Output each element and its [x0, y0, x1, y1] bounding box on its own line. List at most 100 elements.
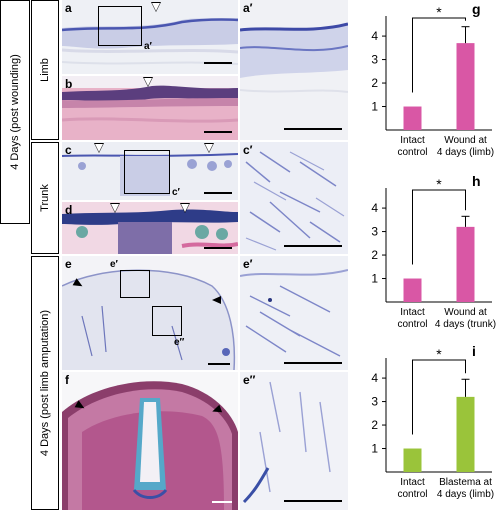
significance-marker: * — [436, 346, 442, 362]
bar — [456, 43, 475, 131]
chart-i: i 1 2 3 4 Intact control Blastema at 4 days (lim… — [352, 342, 502, 513]
panel-label-b: b — [65, 77, 73, 91]
significance-marker: * — [436, 4, 442, 20]
x-category-label: Intact — [400, 307, 425, 318]
chart-h: h 1 2 3 4 Intact control Wound at 4 days (trunk)… — [352, 172, 502, 342]
bar — [456, 226, 475, 302]
scale-bar-a — [204, 62, 232, 64]
y-tick-label: 3 — [371, 53, 378, 67]
y-tick-label: 1 — [371, 272, 378, 286]
chart-panel-label: g — [472, 1, 481, 17]
arrowhead-d-right-inner — [181, 204, 189, 212]
arrowhead-b-inner — [144, 78, 152, 86]
label-4-days-post-wounding: 4 Days (post wounding) — [0, 0, 30, 224]
micrograph-panel-e: e e′ e″ — [62, 256, 238, 370]
x-category-label: Wound at — [444, 307, 487, 318]
bar — [456, 396, 475, 472]
x-category-label: 4 days (trunk) — [435, 319, 496, 330]
inset-box-c — [124, 150, 170, 194]
panel-label-e: e — [65, 257, 72, 271]
micrograph-panel-b: b — [62, 76, 238, 140]
micrograph-panel-a-prime: a′ — [240, 0, 348, 140]
x-category-label: Intact — [400, 135, 425, 146]
micrograph-panel-f: f — [62, 372, 238, 510]
inset-label-a-prime: a′ — [144, 41, 152, 52]
significance-bracket — [412, 17, 466, 93]
micrograph-panel-e-dprime: e″ — [240, 372, 348, 510]
scale-bar-e-prime — [284, 362, 342, 364]
panel-a-prime-image — [240, 0, 348, 140]
x-category-label: 4 days (limb) — [437, 489, 494, 500]
arrowhead-d-left-inner — [111, 204, 119, 212]
x-category-label: control — [397, 489, 427, 500]
inset-label-e-dprime: e″ — [174, 337, 185, 348]
inset-box-a — [98, 6, 142, 46]
significance-marker: * — [436, 176, 442, 192]
panel-e-dprime-image — [240, 372, 348, 510]
scale-bar-e-dprime — [284, 500, 342, 502]
arrow-e-right — [212, 296, 221, 304]
x-category-label: control — [397, 319, 427, 330]
y-tick-label: 2 — [371, 248, 378, 262]
panel-e-image — [62, 256, 238, 370]
y-tick-label: 2 — [371, 76, 378, 90]
x-category-label: Blastema at — [439, 477, 492, 488]
label-text: Trunk — [39, 184, 51, 212]
x-category-label: Intact — [400, 477, 425, 488]
label-4-days-post-amputation: 4 Days (post limb amputation) — [31, 256, 59, 510]
arrowhead-c-right-inner — [205, 144, 213, 152]
chart-panel-label: h — [472, 173, 481, 189]
micrograph-panel-d: d — [62, 202, 238, 254]
significance-bracket — [412, 359, 466, 435]
panel-label-e-prime: e′ — [243, 257, 253, 271]
y-tick-label: 1 — [371, 442, 378, 456]
x-category-label: control — [397, 147, 427, 158]
arrowhead-c-left-inner — [95, 144, 103, 152]
panel-label-d: d — [65, 203, 73, 217]
x-category-label: 4 days (limb) — [437, 147, 494, 158]
y-tick-label: 1 — [371, 100, 378, 114]
label-text: 4 Days (post limb amputation) — [39, 309, 51, 457]
bar — [403, 278, 422, 302]
micrograph-panel-c-prime: c′ — [240, 142, 348, 254]
scale-bar-e — [208, 363, 230, 365]
micrograph-panel-c: c c′ — [62, 142, 238, 200]
x-category-label: Wound at — [444, 135, 487, 146]
panel-label-c: c — [65, 143, 72, 157]
y-tick-label: 3 — [371, 395, 378, 409]
y-tick-label: 2 — [371, 418, 378, 432]
arrowhead-a-inner — [152, 3, 160, 11]
y-tick-label: 4 — [371, 29, 378, 43]
bar — [403, 106, 422, 130]
panel-label-a-prime: a′ — [243, 1, 253, 15]
panel-label-a: a — [65, 1, 72, 15]
panel-e-prime-image — [240, 256, 348, 370]
y-tick-label: 3 — [371, 225, 378, 239]
label-limb: Limb — [31, 0, 59, 140]
chart-panel-label: i — [472, 343, 476, 359]
label-trunk: Trunk — [31, 142, 59, 254]
panel-c-prime-image — [240, 142, 348, 254]
micrograph-panel-e-prime: e′ — [240, 256, 348, 370]
y-tick-label: 4 — [371, 371, 378, 385]
y-tick-label: 4 — [371, 201, 378, 215]
panel-a-image — [62, 0, 238, 74]
inset-box-e-prime — [120, 270, 150, 298]
scale-bar-c-prime — [284, 245, 342, 247]
inset-box-e-dprime — [152, 306, 182, 336]
scale-bar-b — [204, 131, 232, 133]
bar — [403, 448, 422, 472]
panel-d-image — [62, 202, 238, 254]
label-text: 4 Days (post wounding) — [9, 54, 21, 170]
scale-bar-c — [204, 192, 232, 194]
chart-g: g 1 2 3 4 Intact control Wound at 4 days (limb) * — [352, 0, 502, 170]
inset-label-c-prime: c′ — [172, 187, 180, 198]
inset-label-e-prime: e′ — [110, 259, 118, 270]
significance-bracket — [412, 189, 466, 265]
panel-label-e-dprime: e″ — [243, 373, 256, 387]
panel-f-image — [62, 372, 238, 510]
micrograph-panel-a: a a′ — [62, 0, 238, 74]
